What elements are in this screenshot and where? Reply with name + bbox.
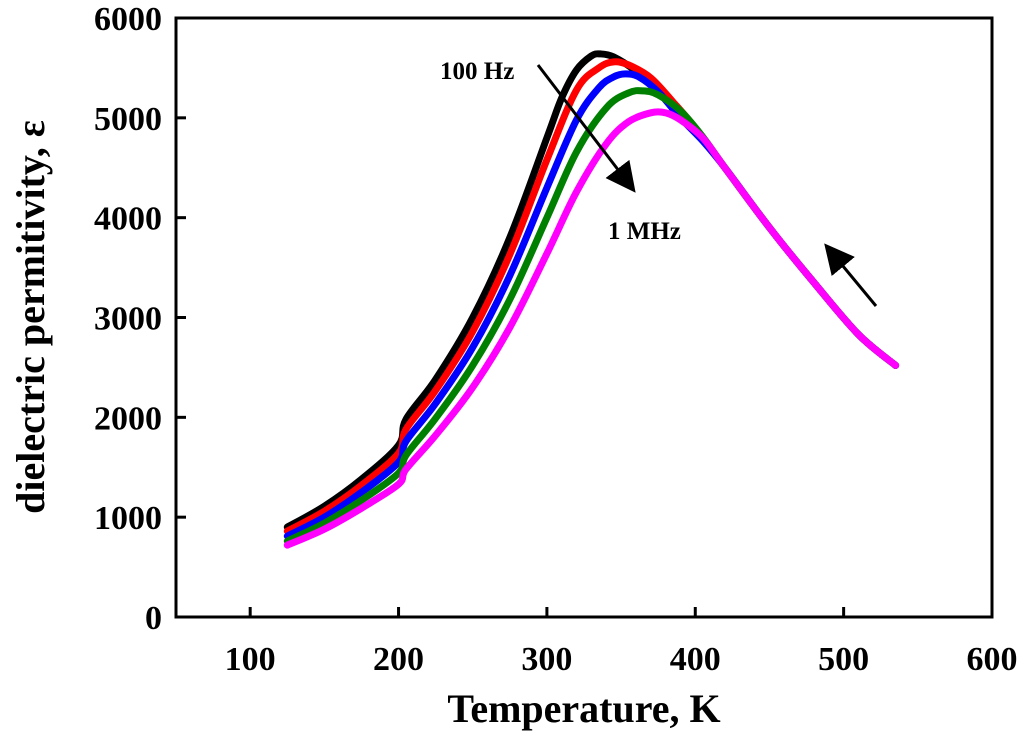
frequency-arrow-icon <box>536 64 636 193</box>
heating-direction-arrow-icon <box>824 243 878 307</box>
y-tick-label: 0 <box>145 600 162 637</box>
x-tick-label: 100 <box>225 641 276 678</box>
y-tick-label: 3000 <box>94 301 162 338</box>
x-tick-label: 500 <box>818 641 869 678</box>
annotation-100hz: 100 Hz <box>440 58 514 85</box>
y-tick-label: 4000 <box>94 201 162 238</box>
x-tick-label: 600 <box>967 641 1018 678</box>
x-axis-title: Temperature, K <box>447 686 720 731</box>
y-tick-label: 2000 <box>94 400 162 437</box>
series-line-1-mhz <box>283 108 900 549</box>
y-tick-label: 5000 <box>94 101 162 138</box>
y-tick-label: 6000 <box>94 1 162 38</box>
y-axis-title: dielectric permitivity, ε <box>8 120 53 514</box>
y-tick-label: 1000 <box>94 500 162 537</box>
x-tick-label: 300 <box>521 641 572 678</box>
x-tick-label: 200 <box>373 641 424 678</box>
x-tick-label: 400 <box>670 641 721 678</box>
ticks-layer: 100 200 300 400 500 6000100020003000400050006… <box>94 1 1018 678</box>
series-layer <box>283 50 900 549</box>
annotation-1mhz: 1 MHz <box>608 218 681 245</box>
